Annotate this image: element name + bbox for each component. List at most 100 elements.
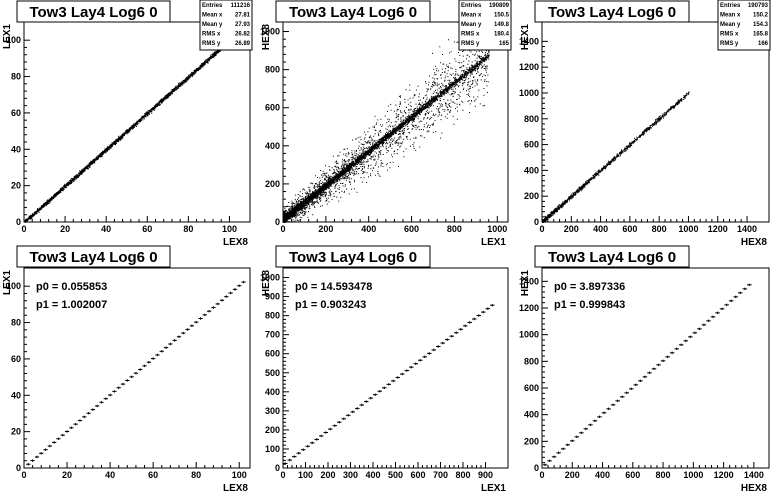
- fit-param-p0: p0 = 3.897336: [554, 281, 625, 293]
- x-axis-label: LEX1: [481, 237, 506, 248]
- chart-panel-3: 0 200 400 600 800 1000 1200 1400 0 200 400 600 800 10…: [519, 0, 771, 248]
- y-axis-label: LEX1: [2, 270, 13, 295]
- x-tick-label: 1200: [714, 470, 734, 480]
- y-tick-label: 1000: [260, 273, 280, 283]
- profile-points: [26, 280, 246, 466]
- stats-key: Entries: [202, 3, 223, 9]
- stats-value: 190809: [489, 3, 510, 9]
- y-tick-label: 200: [265, 425, 280, 435]
- x-tick-label: 0: [21, 470, 26, 480]
- y-tick-label: 1200: [519, 62, 539, 72]
- y-tick-label: 60: [11, 108, 21, 118]
- y-tick-label: 400: [265, 141, 280, 151]
- y-tick-label: 600: [524, 140, 539, 150]
- profile-points: [283, 304, 495, 465]
- x-axis-label: LEX8: [223, 483, 248, 492]
- x-tick-label: 1000: [487, 224, 507, 234]
- stats-value: 154.3: [753, 22, 769, 28]
- stats-key: Mean x: [202, 13, 223, 19]
- y-tick-label: 800: [524, 114, 539, 124]
- stats-key: Mean y: [202, 22, 223, 28]
- x-tick-label: 1400: [737, 224, 757, 234]
- y-tick-label: 400: [524, 165, 539, 175]
- y-tick-label: 200: [524, 436, 539, 446]
- y-axis-label: HEX1: [520, 270, 531, 297]
- stats-value: 165: [499, 41, 510, 47]
- stats-key: RMS y: [202, 41, 221, 47]
- scatter-points: [283, 22, 490, 223]
- y-tick-label: 800: [265, 311, 280, 321]
- y-tick-label: 200: [524, 191, 539, 201]
- x-tick-label: 100: [222, 224, 237, 234]
- x-tick-label: 800: [652, 224, 667, 234]
- x-tick-label: 0: [280, 470, 285, 480]
- stats-key: Mean y: [720, 22, 741, 28]
- x-tick-label: 0: [280, 224, 285, 234]
- stats-value: 150.5: [494, 13, 510, 19]
- stats-key: RMS x: [202, 32, 221, 38]
- title-box: [275, 245, 431, 268]
- scatter-marks: [24, 37, 233, 223]
- stats-key: Entries: [461, 3, 482, 9]
- stats-value: 180.4: [494, 32, 510, 38]
- stats-key: Mean x: [720, 13, 741, 19]
- x-tick-label: 1200: [708, 224, 728, 234]
- chart-title: Tow3 Lay4 Log6 0: [29, 4, 157, 21]
- y-tick-label: 200: [265, 179, 280, 189]
- y-axis-label: HEX1: [520, 24, 531, 51]
- scatter-marks: [542, 91, 690, 223]
- chart-title: Tow3 Lay4 Log6 0: [548, 249, 676, 266]
- scatter-points: [542, 91, 690, 223]
- x-tick-label: 40: [101, 224, 111, 234]
- x-tick-label: 400: [595, 470, 610, 480]
- y-tick-label: 80: [11, 72, 21, 82]
- x-tick-label: 100: [298, 470, 313, 480]
- stats-value: 26.82: [235, 32, 251, 38]
- stats-value: 150.2: [753, 13, 769, 19]
- x-tick-label: 40: [105, 470, 115, 480]
- x-tick-label: 60: [148, 470, 158, 480]
- y-tick-label: 0: [275, 463, 280, 473]
- y-tick-label: 600: [524, 383, 539, 393]
- x-tick-label: 80: [183, 224, 193, 234]
- x-tick-label: 600: [625, 470, 640, 480]
- x-tick-label: 400: [365, 470, 380, 480]
- y-tick-label: 0: [275, 217, 280, 227]
- x-tick-label: 600: [404, 224, 419, 234]
- profile-points: [542, 283, 752, 467]
- y-tick-label: 1200: [519, 303, 539, 313]
- y-tick-label: 1400: [519, 276, 539, 286]
- plot-frame: [23, 267, 251, 469]
- fit-param-p1: p1 = 0.999843: [554, 299, 625, 311]
- x-tick-label: 700: [433, 470, 448, 480]
- y-tick-label: 1400: [519, 36, 539, 46]
- x-tick-label: 300: [343, 470, 358, 480]
- y-tick-label: 600: [265, 103, 280, 113]
- title-box: [16, 245, 171, 268]
- y-tick-label: 0: [16, 217, 21, 227]
- title-box: [275, 0, 431, 23]
- y-tick-label: 100: [6, 281, 21, 291]
- y-tick-label: 20: [11, 181, 21, 191]
- stats-key: Mean y: [461, 22, 482, 28]
- x-tick-label: 200: [320, 470, 335, 480]
- y-tick-label: 40: [11, 390, 21, 400]
- stats-key: RMS y: [720, 41, 739, 47]
- stats-box: Entries 190793 Mean x 150.2 Mean y 154.3 RMS x…: [717, 0, 771, 51]
- chart-panel-5: 0 100 200 300 400 500 600 700 800 900 0 100 200 300 40…: [260, 245, 509, 492]
- stats-key: RMS x: [720, 32, 739, 38]
- chart-panel-1: 0 20 40 60 80 100 0 20 40 60 80 100 LEX8 LEX1 Tow3 Lay…: [2, 0, 253, 248]
- y-tick-label: 400: [524, 410, 539, 420]
- title-box: [16, 0, 171, 23]
- x-tick-label: 20: [62, 470, 72, 480]
- x-tick-label: 100: [232, 470, 247, 480]
- fit-param-p0: p0 = 14.593478: [295, 281, 372, 293]
- x-tick-label: 0: [539, 470, 544, 480]
- y-tick-label: 100: [265, 444, 280, 454]
- title-box: [534, 0, 690, 23]
- chart-title: Tow3 Lay4 Log6 0: [289, 249, 417, 266]
- y-tick-label: 1000: [519, 88, 539, 98]
- stats-frame: [199, 0, 253, 51]
- y-tick-label: 0: [534, 463, 539, 473]
- y-tick-label: 100: [6, 35, 21, 45]
